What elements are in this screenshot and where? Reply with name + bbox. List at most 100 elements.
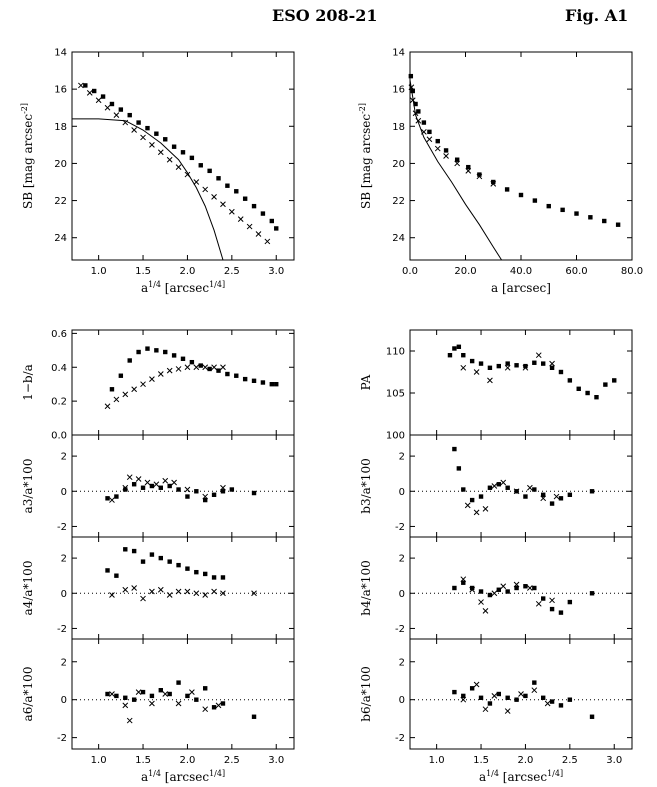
x-tick-label: 0.0: [402, 266, 418, 277]
data-point-cross: [527, 585, 533, 591]
data-point-square: [109, 387, 115, 392]
data-point-square: [567, 599, 573, 605]
data-point-cross: [482, 706, 489, 713]
data-point-square: [421, 120, 427, 125]
data-point-square: [567, 697, 573, 702]
data-point-square: [105, 691, 110, 697]
data-point-square: [114, 693, 119, 699]
data-point-cross: [157, 149, 164, 156]
data-point-square: [225, 371, 230, 377]
data-point-square: [203, 571, 208, 577]
y-tick-label: 0: [61, 695, 67, 706]
data-point-square: [532, 487, 537, 492]
figure-label: Fig. A1: [565, 6, 629, 25]
data-point-cross: [434, 145, 441, 152]
y-axis-label: b6/a*100: [359, 666, 373, 721]
data-point-cross: [113, 112, 120, 118]
data-point-cross: [473, 681, 480, 688]
data-point-square: [589, 714, 595, 719]
data-point-cross: [540, 495, 547, 502]
y-axis-label: PA: [359, 374, 373, 390]
data-point-square: [523, 693, 528, 699]
data-point-cross: [140, 381, 146, 388]
data-point-square: [518, 192, 524, 198]
y-tick-label: 18: [392, 122, 405, 133]
plot-frame-b3: [409, 434, 633, 538]
x-tick-label: 3.0: [268, 266, 284, 277]
y-axis-label: b4/a*100: [359, 560, 373, 615]
plot-frame-a4: [71, 536, 295, 640]
data-point-square: [260, 211, 266, 216]
data-point-cross: [126, 474, 133, 481]
data-point-square: [532, 360, 537, 365]
x-tick-label: 20.0: [454, 266, 476, 277]
data-point-cross: [504, 708, 511, 714]
data-point-square: [189, 155, 195, 161]
data-point-square: [549, 365, 555, 370]
data-point-square: [92, 88, 97, 94]
y-axis-label: b3/a*100: [359, 458, 373, 513]
data-point-cross: [491, 693, 498, 699]
data-point-cross: [175, 366, 182, 372]
data-point-cross: [460, 696, 467, 703]
y-tick-label: 0.2: [51, 397, 67, 408]
x-tick-label: 2.0: [179, 755, 195, 766]
data-point-square: [589, 489, 595, 494]
data-point-square: [558, 496, 564, 501]
data-point-square: [127, 358, 132, 363]
data-point-cross: [149, 700, 155, 707]
data-point-square: [194, 569, 199, 575]
data-point-square: [496, 482, 501, 487]
data-point-cross: [193, 179, 200, 185]
data-point-cross: [140, 595, 146, 602]
data-point-square: [452, 446, 457, 452]
data-point-square: [167, 559, 172, 564]
data-point-square: [532, 198, 538, 203]
data-point-cross: [220, 590, 226, 597]
data-point-cross: [153, 481, 160, 488]
data-point-cross: [78, 82, 84, 89]
data-point-cross: [478, 599, 484, 605]
data-point-cross: [454, 160, 461, 167]
y-tick-label: 24: [392, 233, 405, 244]
y-tick-label: 20: [392, 159, 405, 170]
y-tick-label: 110: [386, 347, 405, 358]
data-point-square: [158, 688, 163, 693]
y-axis-label: 1−b/a: [21, 364, 35, 401]
data-point-square: [105, 568, 110, 573]
data-point-square: [602, 218, 607, 224]
x-tick-label: 1.5: [135, 266, 151, 277]
data-point-square: [416, 109, 421, 114]
data-point-square: [207, 366, 212, 372]
data-point-square: [452, 585, 457, 591]
data-point-square: [185, 566, 190, 571]
data-point-square: [163, 349, 168, 355]
data-point-square: [435, 138, 440, 144]
data-point-square: [469, 585, 475, 591]
data-point-square: [158, 555, 163, 561]
data-point-square: [546, 203, 551, 209]
data-point-square: [523, 584, 528, 589]
data-point-square: [136, 349, 141, 355]
y-tick-label: 2: [61, 452, 67, 463]
data-point-square: [167, 483, 172, 489]
model-line: [72, 118, 224, 261]
x-tick-label: 1.5: [473, 755, 489, 766]
data-point-square: [558, 369, 564, 375]
x-tick-label: 1.0: [91, 266, 107, 277]
data-point-square: [541, 492, 546, 497]
data-point-cross: [166, 367, 173, 374]
plot-frame-pa: [409, 329, 633, 436]
data-point-cross: [162, 691, 169, 697]
data-point-square: [154, 348, 159, 353]
data-point-square: [269, 218, 274, 224]
data-point-cross: [171, 479, 177, 486]
data-point-square: [532, 680, 537, 685]
plot-frame-b6: [409, 638, 633, 750]
data-point-square: [541, 361, 546, 366]
data-point-square: [408, 73, 414, 79]
data-point-square: [478, 589, 484, 594]
data-point-cross: [469, 586, 476, 593]
data-point-cross: [549, 360, 555, 367]
